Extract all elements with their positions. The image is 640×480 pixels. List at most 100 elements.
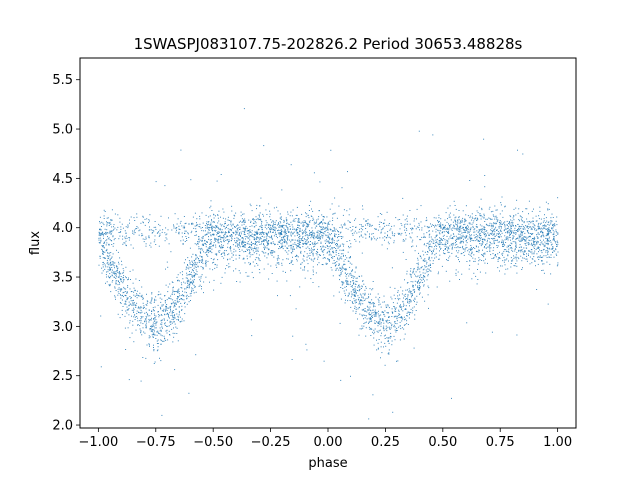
data-point <box>279 232 281 234</box>
data-point <box>405 289 407 291</box>
data-point <box>520 240 522 241</box>
data-point <box>319 181 321 183</box>
data-point <box>261 250 263 252</box>
data-point <box>387 339 389 341</box>
data-point <box>257 249 259 251</box>
data-point <box>541 235 543 237</box>
data-point <box>314 242 316 244</box>
data-point <box>201 288 202 290</box>
data-point <box>397 291 399 293</box>
data-point <box>486 230 488 232</box>
data-point <box>202 249 204 251</box>
data-point <box>347 273 349 275</box>
data-point <box>446 249 448 251</box>
data-point <box>115 283 117 285</box>
data-point <box>224 223 225 225</box>
data-point <box>245 241 247 243</box>
data-point <box>167 307 169 309</box>
data-point <box>391 267 393 269</box>
data-point <box>493 247 495 249</box>
data-point <box>176 327 178 329</box>
data-point <box>358 286 360 288</box>
data-point <box>99 222 101 224</box>
data-point <box>268 236 270 237</box>
data-point <box>556 254 558 256</box>
data-point <box>322 250 324 252</box>
data-point <box>216 180 218 182</box>
data-point <box>111 264 113 266</box>
data-point <box>142 316 144 318</box>
data-point <box>361 325 363 327</box>
data-point <box>327 229 329 231</box>
data-point <box>205 264 207 266</box>
data-point <box>370 239 372 241</box>
data-point <box>136 310 138 312</box>
data-point <box>279 224 281 226</box>
data-point <box>262 213 264 215</box>
data-point <box>394 298 396 300</box>
data-point <box>365 224 366 226</box>
data-point <box>198 260 200 262</box>
data-point <box>251 247 253 249</box>
data-point <box>314 244 316 246</box>
data-point <box>502 242 504 244</box>
data-point <box>386 320 388 322</box>
data-point <box>258 219 260 221</box>
data-point <box>526 253 527 255</box>
data-point <box>354 290 356 292</box>
data-point <box>302 237 303 239</box>
data-point <box>361 286 363 288</box>
data-point <box>151 334 153 336</box>
data-point <box>478 240 480 242</box>
data-point <box>352 234 354 236</box>
data-point <box>190 300 191 301</box>
data-point <box>458 228 460 230</box>
data-point <box>255 251 257 252</box>
data-point <box>326 241 328 243</box>
data-point <box>313 258 315 260</box>
data-point <box>238 243 240 245</box>
data-point <box>374 311 376 313</box>
data-point <box>125 240 127 242</box>
data-point <box>353 294 355 296</box>
data-point <box>279 221 281 222</box>
data-point <box>500 227 502 229</box>
data-point <box>505 228 507 230</box>
data-point <box>172 302 174 304</box>
data-point <box>473 231 475 233</box>
data-point <box>286 226 288 228</box>
data-point <box>552 239 554 241</box>
data-point <box>153 301 155 303</box>
data-point <box>491 218 493 220</box>
data-point <box>100 366 102 368</box>
data-point <box>297 233 299 235</box>
data-point <box>464 219 466 221</box>
data-point <box>239 251 241 252</box>
data-point <box>210 234 212 236</box>
data-point <box>428 256 430 258</box>
data-point <box>119 231 121 233</box>
data-point <box>246 275 248 277</box>
data-point <box>317 248 318 250</box>
data-point <box>266 232 268 234</box>
data-point <box>295 214 297 216</box>
data-point <box>504 235 506 237</box>
data-point <box>467 250 469 252</box>
data-point <box>222 244 224 246</box>
data-point <box>534 237 536 239</box>
data-point <box>523 236 525 237</box>
data-point <box>444 239 446 241</box>
data-point <box>276 266 278 268</box>
data-point <box>523 257 525 259</box>
data-point <box>431 253 433 255</box>
data-point <box>216 234 218 236</box>
data-point <box>464 250 466 252</box>
data-point <box>236 245 238 247</box>
data-point <box>273 222 274 224</box>
data-point <box>292 209 294 211</box>
data-point <box>359 286 361 288</box>
data-point <box>135 306 137 308</box>
data-point <box>482 238 484 240</box>
data-point <box>314 241 316 243</box>
data-point <box>117 288 119 290</box>
